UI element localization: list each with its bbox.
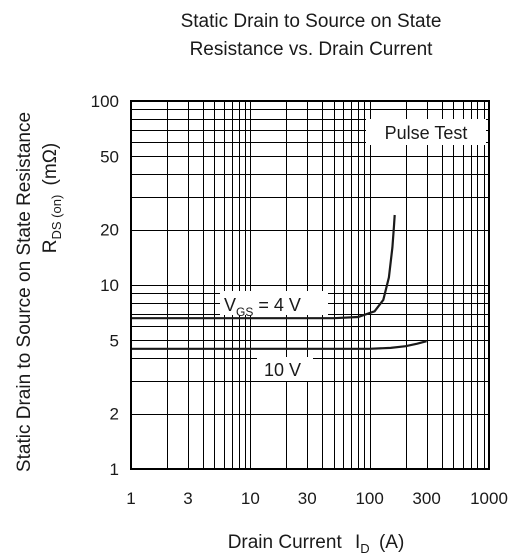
x-tick-labels: 1 3 10 30 100 300 1000 <box>126 489 508 508</box>
y-tick-label: 100 <box>91 92 119 111</box>
vgs4-label-bg <box>220 291 328 315</box>
x-tick-label: 100 <box>355 489 383 508</box>
plot-frame <box>130 100 490 470</box>
y-tick-label: 2 <box>110 405 119 424</box>
y-axis-label-symbol: R <box>40 240 61 254</box>
x-tick-label: 10 <box>241 489 260 508</box>
x-axis-label-symbol: I <box>355 532 360 553</box>
x-axis-label: Drain Current ID (A) <box>228 532 405 556</box>
x-tick-label: 3 <box>183 489 192 508</box>
y-tick-label: 10 <box>100 276 119 295</box>
vgs10-label-bg <box>257 357 313 381</box>
y-axis-label-line-2: RDS (on) (mΩ) <box>40 143 64 254</box>
series-line-vgs-10v <box>131 340 427 350</box>
y-tick-label: 5 <box>110 331 119 350</box>
vgs4-label-sub: GS <box>236 305 253 319</box>
series-line-vgs-4v <box>131 214 396 320</box>
y-axis-label-line-1: Static Drain to Source on State Resistan… <box>14 112 35 472</box>
vgs4-label-symbol: V <box>224 295 236 315</box>
grid <box>131 101 489 470</box>
y-tick-label: 20 <box>100 221 119 240</box>
pulse-test-box <box>366 119 486 145</box>
x-tick-label: 300 <box>412 489 440 508</box>
vgs4-label-text: = 4 V <box>253 295 301 315</box>
x-axis-label-text: Drain Current <box>228 532 347 553</box>
x-axis-label-unit: (A) <box>374 532 405 553</box>
y-tick-label: 1 <box>110 460 119 479</box>
y-axis-label-sub: DS (on) <box>49 195 64 240</box>
chart-title-line-1: Static Drain to Source on State <box>181 11 442 32</box>
x-axis-label-sub: D <box>360 541 369 556</box>
y-tick-label: 50 <box>100 147 119 166</box>
y-axis-label-unit: (mΩ) <box>40 143 61 191</box>
x-tick-label: 1000 <box>470 489 508 508</box>
chart-title-line-2: Resistance vs. Drain Current <box>190 39 434 60</box>
series-group <box>131 214 427 350</box>
x-tick-label: 30 <box>298 489 317 508</box>
vgs10-label: 10 V <box>264 360 301 380</box>
y-tick-labels: 1 2 5 10 20 50 100 <box>91 92 119 479</box>
pulse-test-label: Pulse Test <box>385 123 468 143</box>
x-tick-label: 1 <box>126 489 135 508</box>
vgs4-label: VGS = 4 V <box>224 295 301 319</box>
